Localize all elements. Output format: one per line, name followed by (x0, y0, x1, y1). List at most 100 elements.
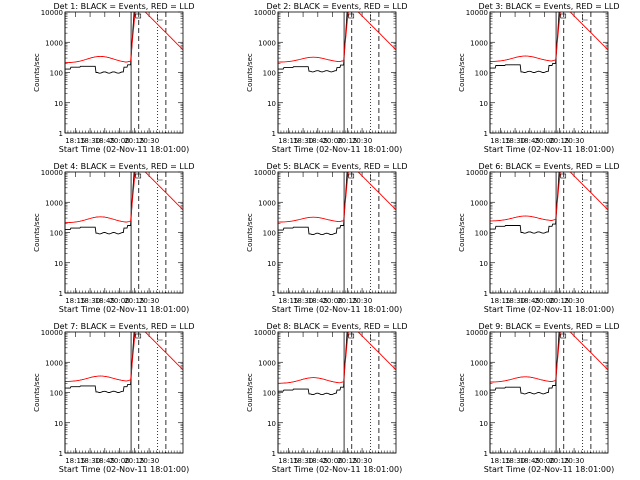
y-tick-label: 1000 (258, 359, 276, 367)
interval-marker (157, 334, 163, 341)
y-tick-label: 100 (263, 230, 276, 238)
x-tick-label: 20:00 (534, 297, 554, 305)
x-axis-label: Start Time (02-Nov-11 18:01:00) (272, 465, 402, 474)
x-tick-label: 18:45 (520, 137, 540, 145)
x-tick-label: 18:30 (80, 137, 100, 145)
panel-det-7: Det 7: BLACK = Events, RED = LLD 1 10 100 10… (33, 322, 194, 474)
peak-marker (348, 13, 355, 19)
plot-frame (489, 331, 609, 454)
peak-marker (560, 173, 567, 179)
x-tick-label: 20:15 (337, 137, 357, 145)
x-tick-label: 18:15 (490, 297, 510, 305)
y-tick-label: 1 (272, 290, 276, 298)
x-tick-label: 18:30 (80, 457, 100, 465)
y-tick-label: 10000 (254, 9, 276, 17)
panel-det-4: Det 4: BLACK = Events, RED = LLD 1 10 100 10… (33, 162, 194, 314)
y-tick-label: 1000 (470, 359, 488, 367)
y-tick-label: 10 (479, 100, 488, 108)
panel-title: Det 5: BLACK = Events, RED = LLD (267, 162, 408, 171)
panel-title: Det 1: BLACK = Events, RED = LLD (54, 2, 195, 11)
x-tick-label: 18:30 (293, 137, 313, 145)
x-axis-label: Start Time (02-Nov-11 18:01:00) (272, 305, 402, 314)
interval-marker (157, 174, 163, 181)
y-tick-label: 100 (475, 230, 488, 238)
y-tick-label: 10 (479, 420, 488, 428)
panel-title: Det 2: BLACK = Events, RED = LLD (267, 2, 408, 11)
y-tick-label: 100 (50, 390, 63, 398)
y-tick-label: 10000 (466, 329, 488, 337)
x-tick-label: 18:15 (65, 457, 85, 465)
lld-series-line (278, 332, 396, 384)
lld-series-line (65, 12, 183, 64)
x-tick-label: 18:15 (278, 457, 298, 465)
x-tick-label: 20:30 (352, 457, 372, 465)
x-tick-label: 18:15 (278, 297, 298, 305)
x-tick-label: 20:30 (564, 137, 584, 145)
plot-frame (277, 331, 397, 454)
x-tick-label: 20:00 (109, 457, 129, 465)
plot-frame (489, 171, 609, 294)
y-axis-label: Counts/sec (246, 373, 254, 412)
x-tick-label: 18:30 (80, 297, 100, 305)
x-axis-label: Start Time (02-Nov-11 18:01:00) (59, 465, 189, 474)
panel-title: Det 4: BLACK = Events, RED = LLD (54, 162, 195, 171)
events-series-line (65, 172, 135, 235)
y-tick-label: 10 (267, 260, 276, 268)
x-tick-label: 20:00 (534, 137, 554, 145)
panel-data (278, 172, 396, 236)
peak-marker (560, 333, 567, 339)
y-tick-label: 1 (59, 130, 63, 138)
panel-data (490, 332, 608, 395)
plot-frame (64, 171, 184, 294)
x-axis-label: Start Time (02-Nov-11 18:01:00) (272, 145, 402, 154)
y-tick-label: 10000 (254, 169, 276, 177)
peak-marker (560, 13, 567, 19)
plot-frame (277, 171, 397, 294)
x-tick-label: 18:15 (490, 137, 510, 145)
panel-title: Det 8: BLACK = Events, RED = LLD (267, 322, 408, 331)
y-tick-label: 1000 (45, 359, 63, 367)
y-tick-label: 1000 (45, 39, 63, 47)
x-tick-label: 18:15 (278, 137, 298, 145)
lld-series-line (490, 12, 608, 62)
x-tick-label: 20:15 (549, 297, 569, 305)
events-series-line (278, 172, 348, 236)
x-tick-label: 18:45 (95, 297, 115, 305)
x-tick-label: 18:45 (95, 137, 115, 145)
x-tick-label: 18:45 (520, 297, 540, 305)
panel-title: Det 3: BLACK = Events, RED = LLD (479, 2, 620, 11)
x-tick-label: 20:30 (139, 297, 159, 305)
x-tick-label: 18:15 (490, 457, 510, 465)
y-tick-label: 100 (475, 390, 488, 398)
peak-marker (135, 13, 142, 19)
y-tick-label: 10 (54, 420, 63, 428)
plot-frame (64, 331, 184, 454)
y-tick-label: 10000 (466, 9, 488, 17)
y-tick-label: 1 (484, 130, 488, 138)
x-tick-label: 20:15 (549, 457, 569, 465)
lld-series-line (490, 332, 608, 383)
lld-series-line (65, 332, 183, 382)
x-tick-label: 20:30 (564, 457, 584, 465)
y-tick-label: 1 (272, 450, 276, 458)
x-tick-label: 20:15 (124, 457, 144, 465)
events-series-line (278, 332, 348, 396)
y-tick-label: 10000 (41, 9, 63, 17)
plot-frame (64, 11, 184, 134)
panel-title: Det 6: BLACK = Events, RED = LLD (479, 162, 620, 171)
x-tick-label: 18:15 (65, 137, 85, 145)
y-axis-label: Counts/sec (246, 53, 254, 92)
y-tick-label: 1 (59, 450, 63, 458)
y-tick-label: 10 (267, 420, 276, 428)
y-tick-label: 10 (54, 260, 63, 268)
panel-data (490, 172, 608, 234)
x-tick-label: 18:30 (293, 297, 313, 305)
panel-data (278, 332, 396, 396)
panel-data (65, 172, 183, 235)
x-axis-label: Start Time (02-Nov-11 18:01:00) (484, 465, 614, 474)
x-tick-label: 20:30 (139, 137, 159, 145)
x-tick-label: 20:00 (109, 297, 129, 305)
y-tick-label: 1 (272, 130, 276, 138)
x-tick-label: 20:00 (109, 137, 129, 145)
